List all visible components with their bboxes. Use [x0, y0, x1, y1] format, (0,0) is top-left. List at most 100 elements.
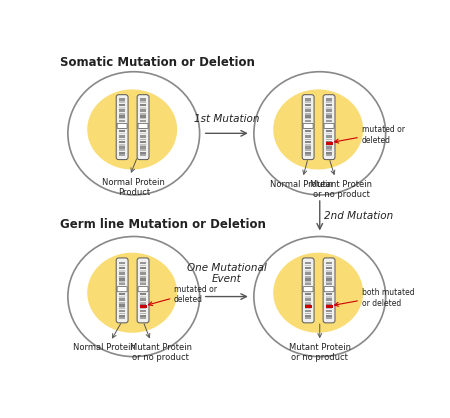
Bar: [305, 135, 311, 138]
Bar: [305, 273, 311, 275]
Bar: [140, 302, 146, 303]
Bar: [305, 291, 311, 292]
Bar: [119, 127, 125, 129]
Bar: [326, 317, 332, 319]
Text: Mutant Protein
or no product: Mutant Protein or no product: [289, 343, 351, 362]
Text: Normal Protein: Normal Protein: [73, 343, 136, 352]
Bar: [326, 144, 332, 146]
Ellipse shape: [87, 89, 177, 170]
Bar: [326, 135, 332, 138]
Bar: [326, 315, 332, 317]
Bar: [140, 154, 146, 156]
Bar: [140, 291, 146, 292]
Bar: [140, 313, 146, 314]
FancyBboxPatch shape: [137, 95, 149, 160]
Bar: [326, 133, 332, 134]
Bar: [119, 298, 125, 301]
Bar: [305, 293, 311, 295]
Bar: [119, 118, 125, 120]
Bar: [119, 296, 125, 298]
Bar: [326, 276, 332, 278]
Bar: [119, 278, 125, 281]
Bar: [305, 281, 311, 283]
Bar: [305, 296, 311, 298]
Bar: [305, 152, 311, 154]
Bar: [119, 101, 125, 103]
Text: mutated or
deleted: mutated or deleted: [174, 285, 217, 304]
FancyBboxPatch shape: [138, 123, 148, 128]
Bar: [140, 120, 146, 122]
Bar: [119, 307, 125, 309]
Bar: [119, 293, 125, 295]
Bar: [305, 133, 311, 134]
Bar: [140, 310, 146, 312]
Bar: [140, 139, 146, 140]
Text: Normal Protein: Normal Protein: [270, 179, 333, 189]
Bar: [326, 109, 332, 112]
Bar: [119, 107, 125, 109]
Bar: [119, 104, 125, 106]
Bar: [140, 265, 146, 266]
Bar: [305, 307, 311, 309]
Bar: [119, 281, 125, 283]
Bar: [326, 291, 332, 292]
Bar: [119, 276, 125, 278]
Bar: [305, 107, 311, 109]
Bar: [305, 149, 311, 151]
Bar: [326, 281, 332, 283]
Ellipse shape: [273, 89, 363, 170]
FancyBboxPatch shape: [117, 287, 127, 292]
Bar: [326, 120, 332, 122]
Bar: [140, 101, 146, 103]
Bar: [119, 135, 125, 138]
Bar: [140, 317, 146, 319]
Bar: [119, 115, 125, 117]
Bar: [326, 130, 332, 132]
Bar: [326, 115, 332, 117]
Bar: [305, 115, 311, 117]
FancyBboxPatch shape: [324, 287, 334, 292]
Bar: [305, 265, 311, 266]
Bar: [305, 104, 311, 106]
Bar: [140, 298, 146, 301]
Bar: [140, 276, 146, 278]
Bar: [140, 296, 146, 298]
Bar: [119, 302, 125, 303]
Text: Somatic Mutation or Deletion: Somatic Mutation or Deletion: [60, 56, 255, 69]
Bar: [326, 304, 332, 307]
Bar: [326, 107, 332, 109]
Bar: [140, 306, 147, 308]
FancyBboxPatch shape: [324, 123, 334, 128]
Text: One Mutational
Event: One Mutational Event: [187, 263, 266, 284]
Bar: [140, 104, 146, 106]
Bar: [119, 113, 125, 115]
Bar: [140, 141, 146, 143]
Bar: [326, 146, 332, 149]
Bar: [326, 313, 332, 314]
Bar: [119, 149, 125, 151]
Bar: [325, 142, 333, 145]
Bar: [140, 127, 146, 129]
Bar: [119, 120, 125, 122]
Bar: [326, 98, 332, 101]
Bar: [326, 293, 332, 295]
Bar: [140, 315, 146, 317]
Bar: [326, 270, 332, 272]
FancyBboxPatch shape: [117, 123, 127, 128]
Bar: [140, 130, 146, 132]
Bar: [305, 317, 311, 319]
FancyBboxPatch shape: [302, 258, 314, 323]
Bar: [119, 273, 125, 275]
FancyBboxPatch shape: [323, 258, 335, 323]
Bar: [305, 154, 311, 156]
Bar: [140, 133, 146, 134]
Bar: [326, 118, 332, 120]
Bar: [140, 135, 146, 138]
FancyBboxPatch shape: [302, 95, 314, 160]
Bar: [305, 98, 311, 101]
Bar: [140, 109, 146, 112]
Ellipse shape: [273, 252, 363, 333]
Bar: [119, 313, 125, 314]
Bar: [140, 146, 146, 149]
Bar: [326, 310, 332, 312]
